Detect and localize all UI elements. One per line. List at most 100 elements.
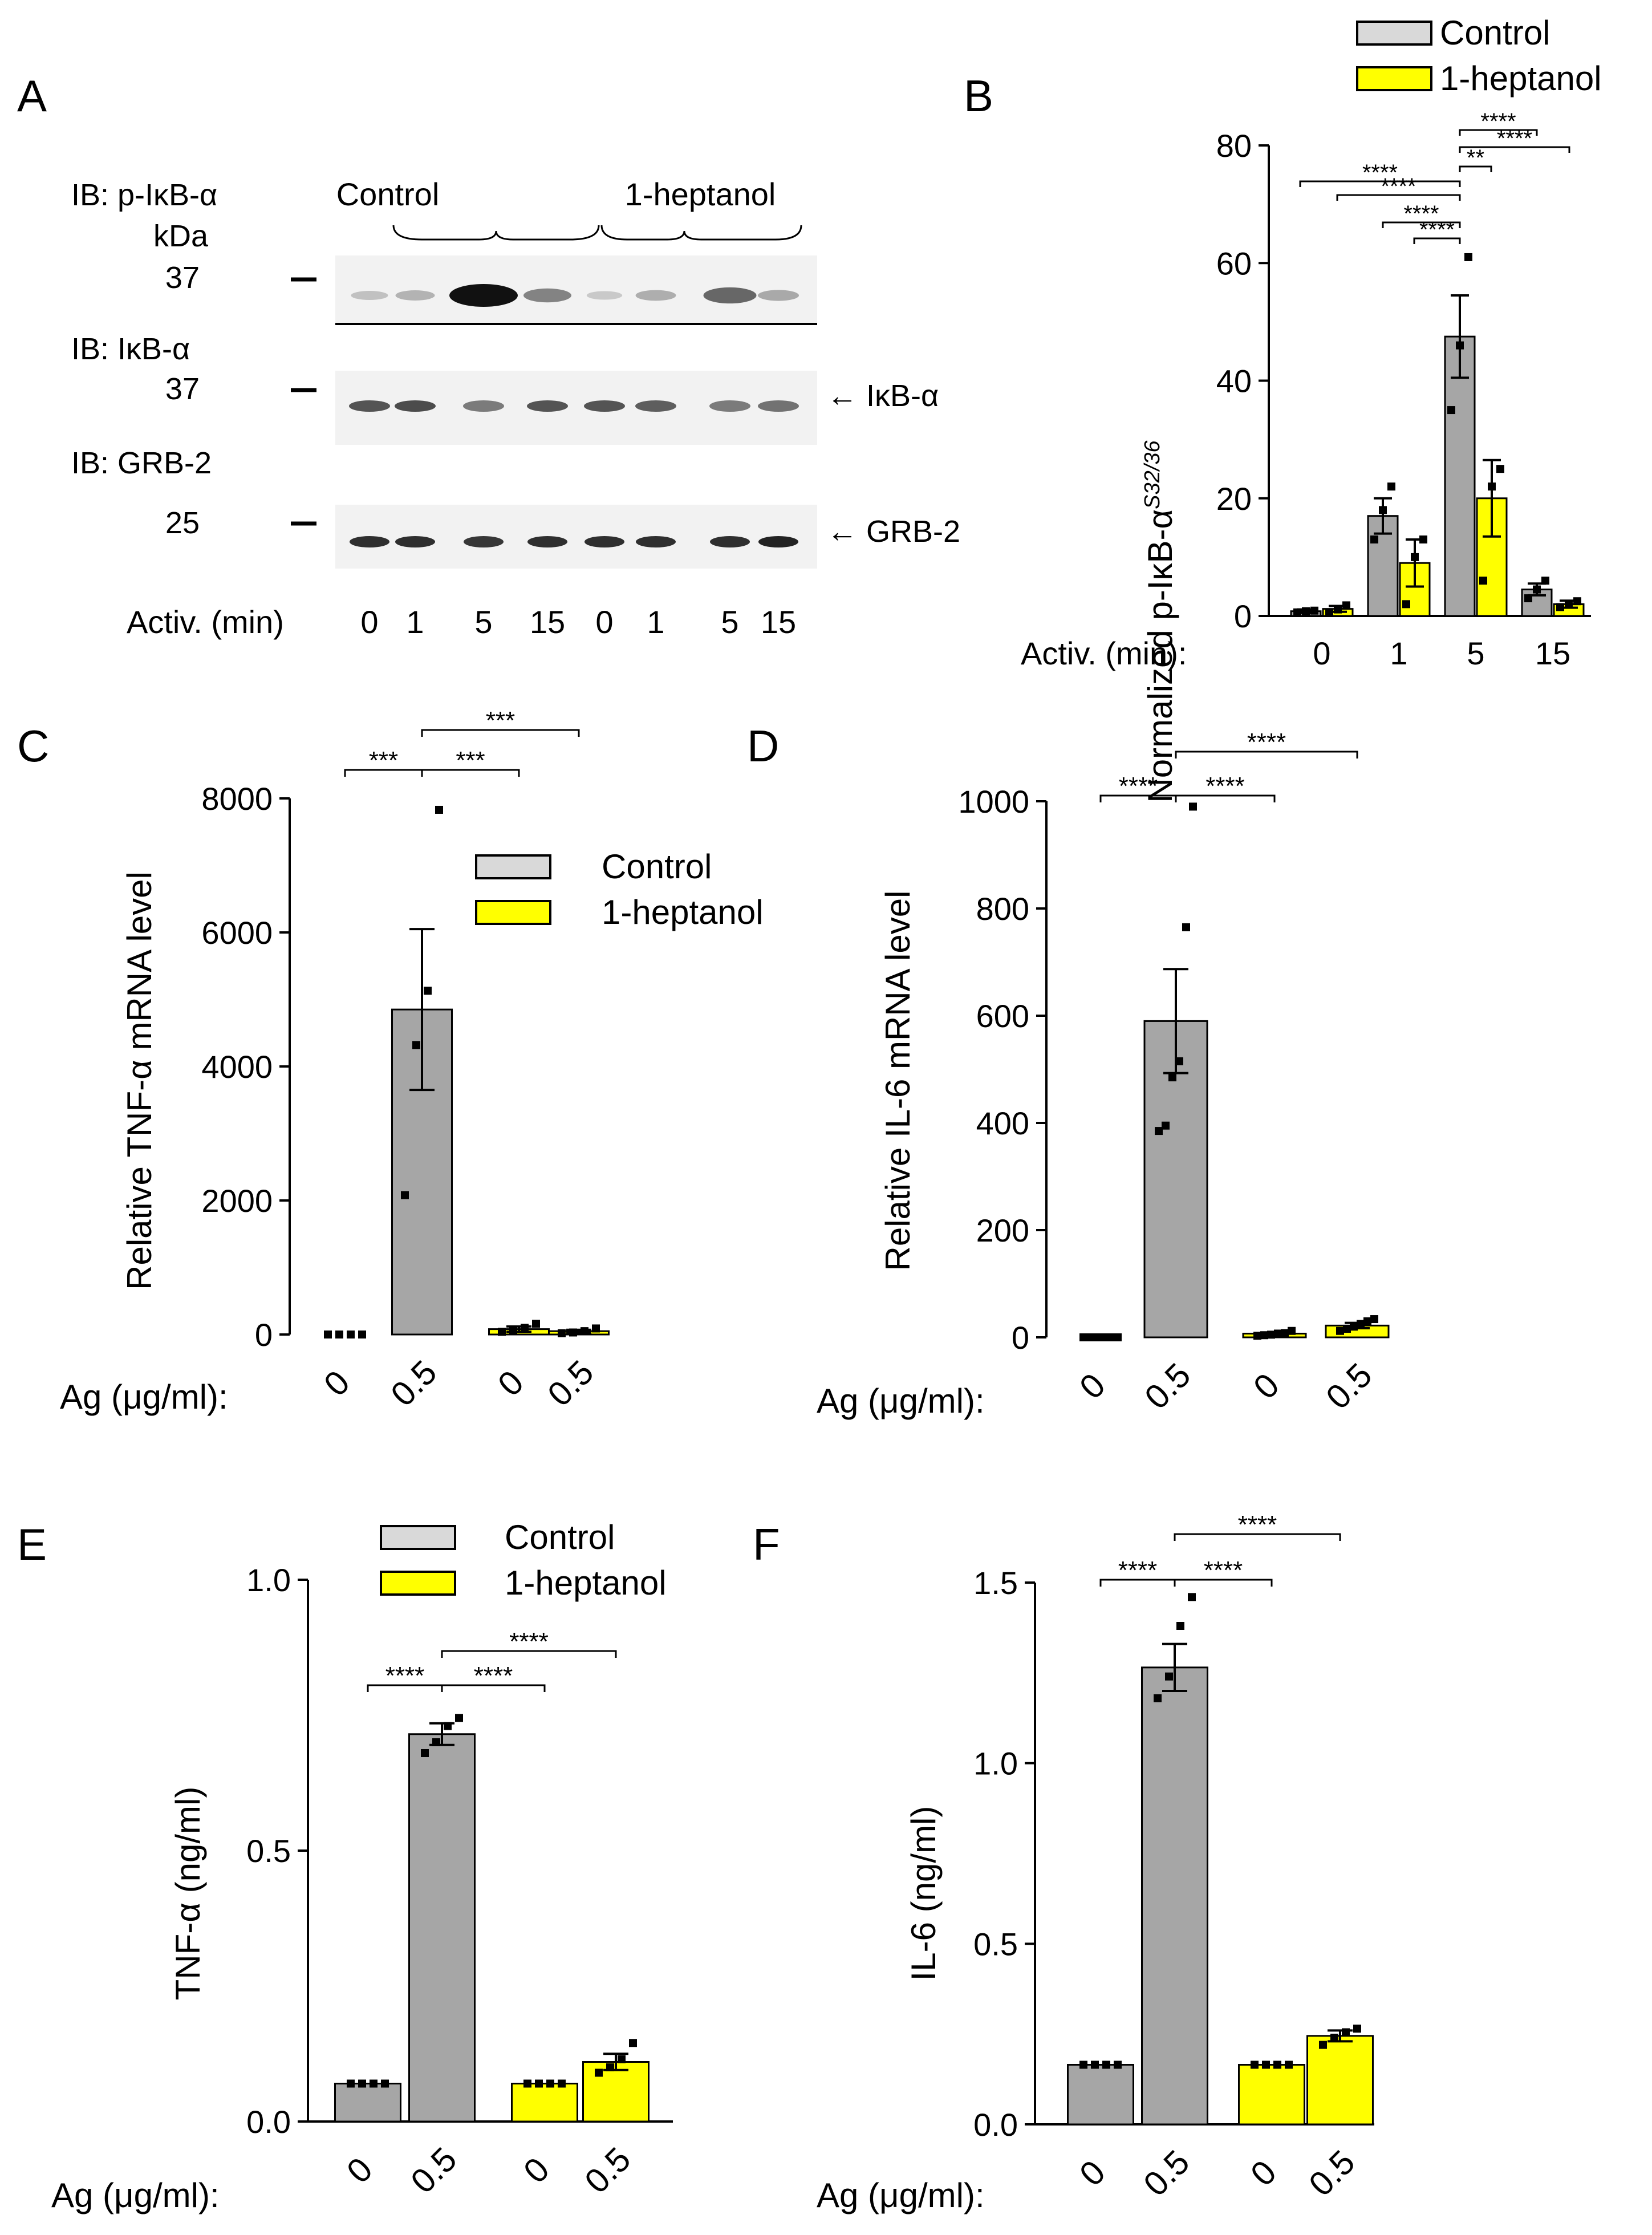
lane-label-7: 15 — [761, 604, 796, 640]
y-axis-title-e: TNF-α (ng/ml) — [169, 1787, 207, 2001]
x-axis-title-f: Ag (μg/ml): — [817, 2176, 985, 2214]
data-point-b-1-0-2 — [1342, 601, 1350, 610]
data-point-d-2-2 — [1267, 1331, 1275, 1339]
marker-25: 25 — [165, 506, 200, 540]
significance-label-c-0: *** — [369, 747, 398, 774]
data-point-f-2-1 — [1262, 2060, 1270, 2069]
y-tick-label-d-1: 200 — [976, 1212, 1029, 1248]
lane-label-2: 5 — [474, 604, 492, 640]
group-label-control: Control — [336, 176, 440, 212]
data-point-e-3-0 — [595, 2068, 603, 2077]
data-point-c-0-1 — [335, 1331, 343, 1338]
data-point-b-1-3-1 — [1565, 600, 1573, 609]
data-point-f-0-3 — [1114, 2060, 1122, 2069]
legend-swatch-control-e — [380, 1525, 456, 1550]
data-point-b-1-0-1 — [1334, 605, 1342, 614]
data-point-b-1-1-1 — [1411, 553, 1419, 561]
lane-label-4: 0 — [595, 604, 613, 640]
data-point-c-0-2 — [347, 1331, 355, 1338]
lane-label-1: 1 — [406, 604, 424, 640]
data-point-d-1-4 — [1182, 923, 1190, 931]
data-point-b-0-2-2 — [1464, 253, 1472, 261]
bar-f-3 — [1306, 2035, 1374, 2126]
data-point-e-0-3 — [381, 2079, 389, 2088]
band-blot0-lane6 — [703, 287, 757, 304]
panel-label-b: B — [964, 71, 993, 121]
band-blot2-lane7 — [758, 536, 798, 547]
significance-label-d-2: **** — [1247, 728, 1286, 756]
y-tick-label-c-3: 6000 — [201, 915, 273, 951]
data-point-d-0-3 — [1100, 1333, 1108, 1341]
significance-label-f-0: **** — [1118, 1556, 1158, 1584]
data-point-d-2-1 — [1260, 1331, 1268, 1340]
significance-label-d-1: **** — [1205, 772, 1245, 800]
data-point-b-1-3-0 — [1556, 603, 1564, 611]
lane-label-6: 5 — [721, 604, 738, 640]
panel-label-f: F — [753, 1519, 780, 1569]
data-point-b-1-1-2 — [1419, 535, 1427, 543]
data-point-b-0-2-1 — [1456, 341, 1464, 350]
bar-e-0 — [334, 2083, 401, 2123]
data-point-d-3-1 — [1343, 1324, 1351, 1333]
y-tick-label-b-3: 60 — [1216, 245, 1252, 281]
lane-label-5: 1 — [647, 604, 664, 640]
band-blot1-lane6 — [709, 400, 750, 412]
data-point-e-1-3 — [455, 1714, 463, 1722]
data-point-f-1-3 — [1188, 1593, 1196, 1601]
significance-label-f-1: **** — [1204, 1556, 1243, 1584]
data-point-f-1-0 — [1154, 1694, 1162, 1702]
y-axis-title-c: Relative TNF-α mRNA level — [120, 871, 159, 1290]
significance-bracket-e-1 — [441, 1684, 546, 1692]
band-blot1-lane4 — [584, 400, 625, 412]
panel-a: A IB: p-IκB-α kDa 37 Control 1-heptanol … — [17, 71, 960, 640]
blot-label-grb2: IB: GRB-2 — [71, 446, 212, 480]
y-tick-label-f-1: 0.5 — [973, 1926, 1018, 1962]
legend-label-control: Control — [1440, 14, 1550, 52]
bar-d-1 — [1143, 1020, 1208, 1338]
data-point-e-0-0 — [347, 2079, 355, 2088]
data-point-b-0-3-1 — [1533, 585, 1541, 594]
data-point-e-1-1 — [432, 1738, 440, 1746]
y-tick-label-d-4: 800 — [976, 891, 1029, 927]
significance-label-e-0: **** — [385, 1662, 425, 1690]
data-point-d-0-4 — [1107, 1333, 1115, 1341]
arrow-label-ikba: ← IκB-α — [827, 379, 939, 413]
x-tick-label-d-0: 0 — [1072, 1366, 1113, 1406]
y-tick-label-c-4: 8000 — [201, 781, 273, 817]
data-point-f-0-1 — [1091, 2060, 1099, 2069]
band-blot1-lane5 — [635, 400, 676, 412]
band-blot2-lane3 — [527, 536, 567, 547]
data-point-c-1-3 — [435, 805, 443, 814]
data-point-c-3-3 — [592, 1324, 600, 1333]
bands-grb2 — [350, 536, 798, 547]
x-axis-title-c: Ag (μg/ml): — [60, 1378, 228, 1416]
data-point-f-3-1 — [1330, 2034, 1338, 2042]
significance-bracket-d-2 — [1175, 751, 1358, 758]
significance-bracket-b-2 — [1382, 221, 1461, 228]
significance-label-d-0: **** — [1119, 772, 1158, 800]
significance-bracket-b-5 — [1459, 129, 1538, 136]
data-point-d-3-5 — [1370, 1315, 1378, 1324]
significance-bracket-d-1 — [1175, 794, 1276, 802]
significance-bracket-b-1 — [1336, 194, 1461, 201]
data-point-c-2-2 — [521, 1324, 529, 1332]
data-point-d-3-0 — [1336, 1327, 1344, 1335]
x-tick-label-b-0: 0 — [1313, 635, 1330, 671]
band-blot0-lane4 — [586, 291, 623, 300]
data-point-e-3-2 — [618, 2055, 626, 2063]
data-point-b-0-3-0 — [1524, 594, 1532, 603]
significance-label-b-3: **** — [1419, 217, 1455, 242]
marker-37-top: 37 — [165, 261, 200, 295]
kda-label: kDa — [153, 219, 209, 253]
group-brace-heptanol — [600, 225, 802, 241]
x-tick-label-b-2: 5 — [1467, 635, 1484, 671]
panel-f: F IL-6 (ng/ml) Ag (μg/ml): 0.0 0.5 1.0 1.5 0… — [753, 1511, 1374, 2214]
band-blot2-lane2 — [464, 536, 504, 547]
legend-label-control-e: Control — [505, 1518, 615, 1556]
data-point-c-3-2 — [581, 1327, 588, 1336]
y-axis-title-f: IL-6 (ng/ml) — [904, 1806, 943, 1981]
panel-label-d: D — [747, 721, 779, 771]
significance-label-b-5: **** — [1480, 109, 1516, 134]
significance-bracket-e-2 — [441, 1650, 617, 1658]
